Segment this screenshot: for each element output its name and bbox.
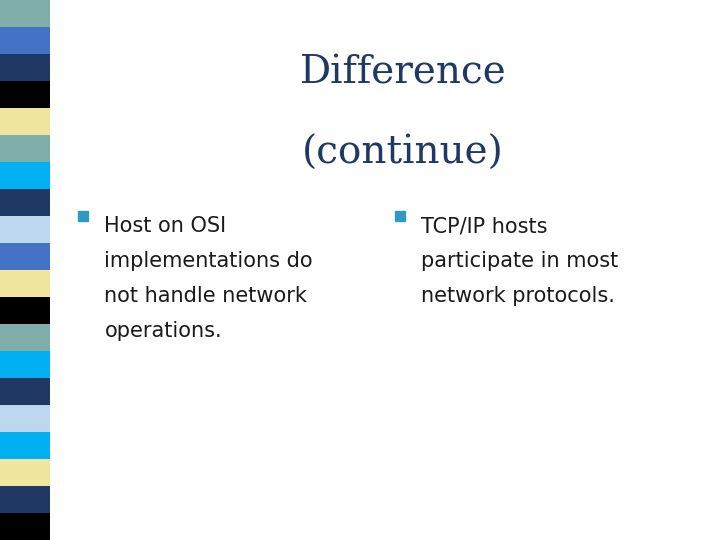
- Bar: [0, 513, 50, 540]
- Bar: [0, 270, 50, 297]
- Bar: [0, 135, 50, 162]
- Text: network protocols.: network protocols.: [421, 286, 615, 306]
- Bar: [0, 297, 50, 324]
- Bar: [0, 324, 50, 351]
- Bar: [0, 486, 50, 513]
- Text: not handle network: not handle network: [104, 286, 307, 306]
- Text: (continue): (continue): [302, 135, 504, 172]
- Bar: [0, 459, 50, 486]
- Text: implementations do: implementations do: [104, 251, 313, 271]
- Bar: [0, 54, 50, 81]
- Bar: [0, 0, 50, 27]
- Text: operations.: operations.: [104, 321, 222, 341]
- Text: Difference: Difference: [300, 54, 507, 91]
- Bar: [0, 27, 50, 54]
- Text: TCP/IP hosts: TCP/IP hosts: [421, 216, 548, 236]
- Bar: [0, 378, 50, 405]
- Bar: [0, 81, 50, 108]
- Bar: [0, 216, 50, 243]
- Text: participate in most: participate in most: [421, 251, 618, 271]
- Bar: [0, 108, 50, 135]
- Bar: [0, 189, 50, 216]
- Bar: [0, 351, 50, 378]
- Text: Host on OSI: Host on OSI: [104, 216, 227, 236]
- Bar: [0, 162, 50, 189]
- Bar: [0, 432, 50, 459]
- Bar: [0, 243, 50, 270]
- Bar: [0, 405, 50, 432]
